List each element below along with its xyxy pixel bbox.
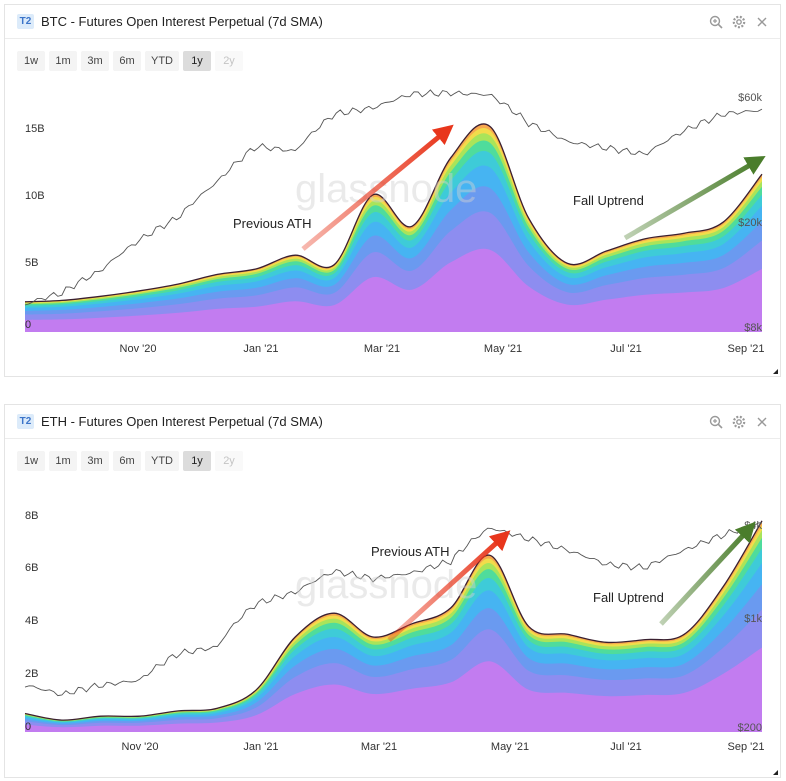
y-tick-label: 0 [25, 319, 31, 331]
y-tick-label: 5B [25, 257, 38, 269]
panel-header: T2 ETH - Futures Open Interest Perpetual… [5, 405, 780, 439]
arrow-fall-uptrend [623, 155, 766, 241]
tab-3m[interactable]: 3m [81, 451, 109, 471]
chart-area[interactable]: glassnode 0 5B 10B 15B $8k $20k $60k Nov '20 Jan … [5, 5, 782, 378]
y-tick-label: 2B [25, 668, 38, 680]
x-tick-label: Sep '21 [728, 741, 765, 753]
eth-chart-panel: T2 ETH - Futures Open Interest Perpetual… [4, 404, 781, 778]
annotation-fall-uptrend: Fall Uptrend [573, 193, 644, 208]
price-line [24, 522, 763, 697]
y2-tick-label: $8k [744, 322, 762, 334]
tier-badge: T2 [17, 14, 34, 29]
x-tick-label: Mar '21 [364, 343, 400, 355]
btc-chart-panel: T2 BTC - Futures Open Interest Perpetual… [4, 4, 781, 377]
arrow-fall-uptrend [659, 521, 756, 626]
y-tick-label: 0 [25, 721, 31, 733]
tab-1m[interactable]: 1m [49, 451, 77, 471]
x-tick-label: Jul '21 [610, 343, 641, 355]
x-tick-label: Nov '20 [120, 343, 157, 355]
tab-ytd[interactable]: YTD [145, 451, 179, 471]
annotation-previous-ath: Previous ATH [233, 216, 312, 231]
arrow-previous-ath [387, 530, 511, 642]
oi-band-2 [25, 211, 762, 332]
x-tick-label: Mar '21 [361, 741, 397, 753]
watermark-text: glassnode [295, 167, 477, 211]
timeframe-tabs: 1w 1m 3m 6m YTD 1y 2y [17, 451, 243, 471]
y-tick-label: 4B [25, 615, 38, 627]
y-tick-label: 8B [25, 510, 38, 522]
x-tick-label: May '21 [491, 741, 529, 753]
tab-2y: 2y [215, 51, 243, 71]
annotation-previous-ath: Previous ATH [371, 544, 450, 559]
y-tick-label: 6B [25, 562, 38, 574]
x-tick-label: Sep '21 [728, 343, 765, 355]
y-tick-label: 15B [25, 123, 45, 135]
chart-title: ETH - Futures Open Interest Perpetual (7… [41, 414, 323, 429]
tab-1w[interactable]: 1w [17, 51, 45, 71]
x-tick-label: Nov '20 [122, 741, 159, 753]
arrow-previous-ath [301, 124, 454, 251]
resize-handle[interactable] [773, 770, 778, 775]
x-tick-label: May '21 [484, 343, 522, 355]
settings-icon[interactable] [731, 14, 747, 30]
resize-handle[interactable] [773, 369, 778, 374]
oi-band-1 [25, 647, 762, 732]
y2-tick-label: $60k [738, 92, 762, 104]
close-icon[interactable] [754, 414, 770, 430]
panel-header: T2 BTC - Futures Open Interest Perpetual… [5, 5, 780, 39]
oi-total-line [24, 123, 763, 303]
zoom-icon[interactable] [708, 14, 724, 30]
y-tick-label: 10B [25, 190, 45, 202]
y2-tick-label: $200 [738, 722, 762, 734]
y2-tick-label: $20k [738, 217, 762, 229]
tab-6m[interactable]: 6m [113, 451, 141, 471]
zoom-icon[interactable] [708, 414, 724, 430]
tier-badge: T2 [17, 414, 34, 429]
oi-band-1 [25, 248, 762, 332]
tab-2y: 2y [215, 451, 243, 471]
x-tick-label: Jan '21 [243, 741, 278, 753]
tab-1y[interactable]: 1y [183, 451, 211, 471]
tab-6m[interactable]: 6m [113, 51, 141, 71]
tab-1y[interactable]: 1y [183, 51, 211, 71]
tab-ytd[interactable]: YTD [145, 51, 179, 71]
tab-1m[interactable]: 1m [49, 51, 77, 71]
tab-1w[interactable]: 1w [17, 451, 45, 471]
settings-icon[interactable] [731, 414, 747, 430]
timeframe-tabs: 1w 1m 3m 6m YTD 1y 2y [17, 51, 243, 71]
close-icon[interactable] [754, 14, 770, 30]
x-tick-label: Jan '21 [243, 343, 278, 355]
price-line [24, 89, 763, 306]
y2-tick-label: $1k [744, 613, 762, 625]
x-tick-label: Jul '21 [610, 741, 641, 753]
chart-title: BTC - Futures Open Interest Perpetual (7… [41, 14, 323, 29]
annotation-fall-uptrend: Fall Uptrend [593, 590, 664, 605]
tab-3m[interactable]: 3m [81, 51, 109, 71]
